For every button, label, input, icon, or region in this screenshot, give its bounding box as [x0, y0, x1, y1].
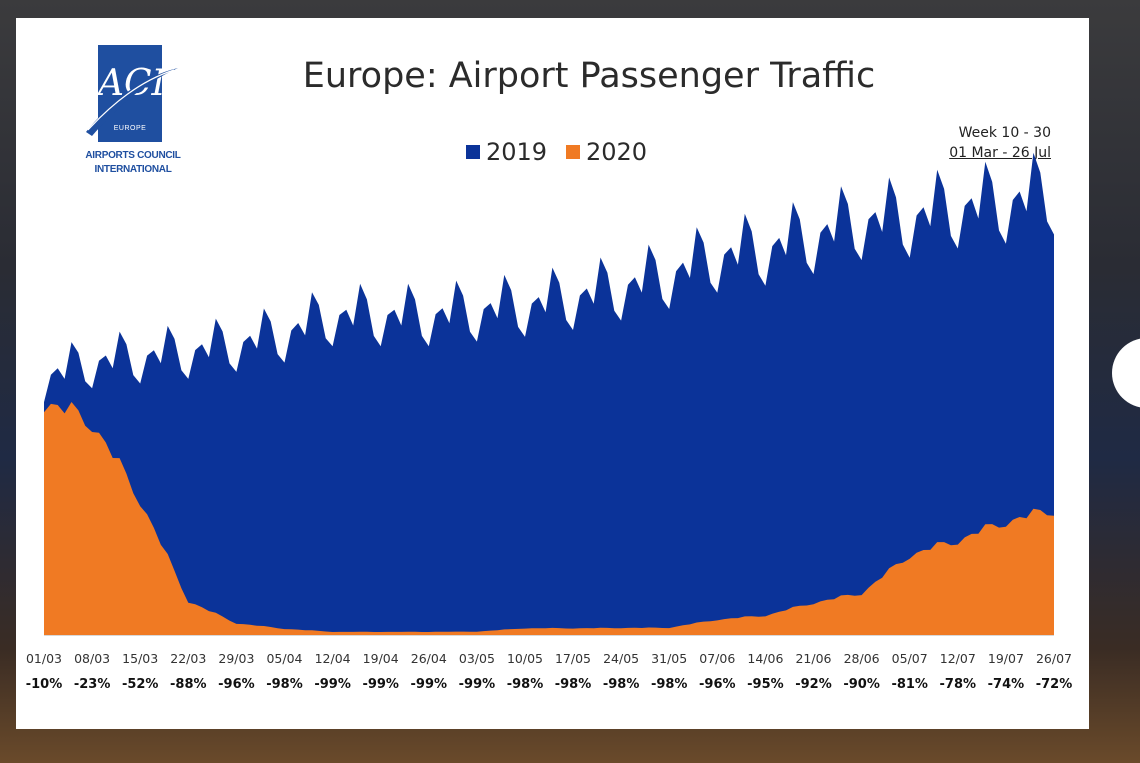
period-label: Week 10 - 30 01 Mar - 26 Jul [906, 123, 1051, 163]
aci-logo: ACI EUROPE AIRPORTS COUNCIL INTERNATIONA… [78, 40, 188, 185]
period-dates: 01 Mar - 26 Jul [949, 145, 1051, 161]
change-label: -98% [651, 677, 688, 692]
change-label: -98% [555, 677, 592, 692]
legend-label-2019: 2019 [486, 138, 548, 166]
change-label: -99% [314, 677, 351, 692]
change-labels: -10% -23% -52% -88% -96% -98% -99% -99% -99% -99%… [26, 677, 1073, 692]
x-tick-label: 15/03 [122, 651, 158, 666]
change-label: -98% [603, 677, 640, 692]
aci-logo-name-line2: INTERNATIONAL [94, 164, 172, 175]
area-series-2019 [44, 152, 1054, 636]
change-label: -81% [891, 677, 928, 692]
change-label: -90% [843, 677, 880, 692]
x-tick-label: 12/07 [940, 651, 976, 666]
x-tick-label: 17/05 [555, 651, 591, 666]
x-tick-label: 28/06 [844, 651, 880, 666]
legend-swatch-2019 [466, 145, 480, 159]
change-label: -98% [266, 677, 303, 692]
x-tick-label: 05/04 [266, 651, 302, 666]
x-tick-label: 12/04 [315, 651, 351, 666]
x-tick-label: 19/04 [363, 651, 399, 666]
x-tick-label: 10/05 [507, 651, 543, 666]
change-label: -78% [940, 677, 977, 692]
aci-logo-name-line1: AIRPORTS COUNCIL [85, 150, 181, 161]
chart-plot: 01/03 08/03 15/03 22/03 29/03 05/04 12/04 19/04… [26, 152, 1073, 692]
change-label: -10% [26, 677, 63, 692]
x-tick-label: 21/06 [795, 651, 831, 666]
x-tick-label: 26/07 [1036, 651, 1072, 666]
x-tick-label: 14/06 [747, 651, 783, 666]
legend-swatch-2020 [566, 145, 580, 159]
period-weeks: Week 10 - 30 [958, 125, 1051, 141]
chart-card: ACI EUROPE AIRPORTS COUNCIL INTERNATIONA… [16, 18, 1089, 729]
x-tick-label: 07/06 [699, 651, 735, 666]
change-label: -72% [1036, 677, 1073, 692]
aci-logo-emblem: ACI EUROPE [98, 45, 166, 142]
legend-label-2020: 2020 [586, 138, 648, 166]
change-label: -23% [74, 677, 111, 692]
x-tick-labels: 01/03 08/03 15/03 22/03 29/03 05/04 12/04 19/04… [26, 651, 1072, 666]
side-circle-decoration [1112, 338, 1140, 408]
x-tick-label: 29/03 [218, 651, 254, 666]
change-label: -74% [988, 677, 1025, 692]
x-tick-label: 24/05 [603, 651, 639, 666]
x-tick-label: 01/03 [26, 651, 62, 666]
change-label: -52% [122, 677, 159, 692]
x-tick-label: 31/05 [651, 651, 687, 666]
change-label: -99% [362, 677, 399, 692]
change-label: -96% [218, 677, 255, 692]
change-label: -88% [170, 677, 207, 692]
x-tick-label: 08/03 [74, 651, 110, 666]
x-tick-label: 19/07 [988, 651, 1024, 666]
change-label: -99% [411, 677, 448, 692]
x-tick-label: 26/04 [411, 651, 447, 666]
x-tick-label: 22/03 [170, 651, 206, 666]
change-label: -92% [795, 677, 832, 692]
area-series-2020 [44, 402, 1054, 635]
x-tick-label: 05/07 [892, 651, 928, 666]
change-label: -98% [507, 677, 544, 692]
change-label: -96% [699, 677, 736, 692]
change-label: -95% [747, 677, 784, 692]
change-label: -99% [459, 677, 496, 692]
x-tick-label: 03/05 [459, 651, 495, 666]
aci-logo-mark: ACI [98, 63, 166, 104]
aci-logo-swoosh-icon [86, 68, 178, 136]
chart-title: Europe: Airport Passenger Traffic [302, 56, 876, 96]
aci-logo-region: EUROPE [113, 125, 147, 132]
